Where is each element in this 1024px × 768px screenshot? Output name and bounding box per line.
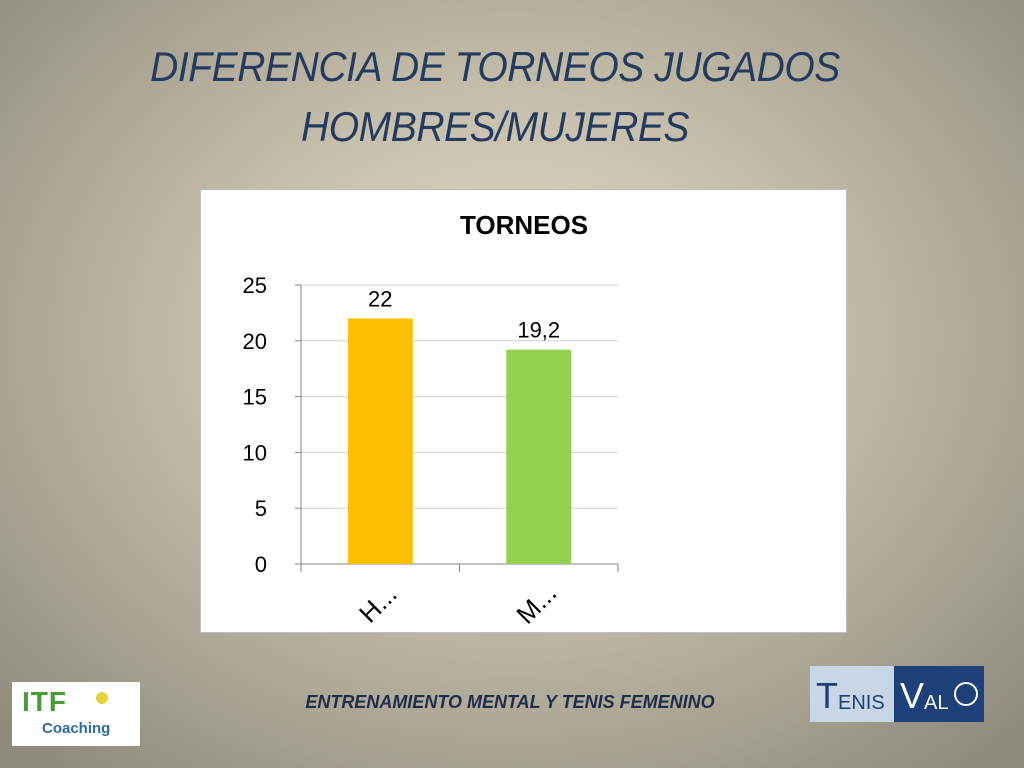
tennis-ball-icon <box>954 682 978 706</box>
tenisval-logo: T ENIS V AL <box>810 666 984 722</box>
y-tick-label: 10 <box>243 440 267 465</box>
y-tick-label: 25 <box>243 273 267 298</box>
tennis-ball-icon <box>96 692 108 704</box>
y-tick-label: 0 <box>255 552 267 577</box>
itf-logo-text: ITF <box>22 686 67 717</box>
bar <box>506 349 572 564</box>
slide-title-line-1: DIFERENCIA DE TORNEOS JUGADOS <box>150 43 840 90</box>
y-tick-label: 5 <box>255 496 267 521</box>
chart-title: TORNEOS <box>460 210 588 240</box>
y-tick-label: 20 <box>243 329 267 354</box>
tenisval-logo-right: V AL <box>894 666 984 722</box>
itf-coaching-logo: ITF Coaching <box>12 682 140 746</box>
slide-title-line-2: HOMBRES/MUJERES <box>300 103 690 150</box>
bar-chart: TORNEOS 0 5 10 15 20 25 22 H... 19,2 M... <box>243 210 619 630</box>
data-label: 19,2 <box>517 318 560 343</box>
y-tick-label: 15 <box>243 385 267 410</box>
footer-caption: ENTRENAMIENTO MENTAL Y TENIS FEMENINO <box>305 692 715 712</box>
x-tick-label: H... <box>353 579 403 629</box>
bar <box>347 318 413 564</box>
tenisval-logo-left: T ENIS <box>810 666 894 722</box>
x-tick-label: M... <box>510 578 562 630</box>
chart-panel: TORNEOS 0 5 10 15 20 25 22 H... 19,2 M... <box>200 189 847 633</box>
itf-logo-subtext: Coaching <box>42 720 111 737</box>
data-label: 22 <box>368 286 392 311</box>
